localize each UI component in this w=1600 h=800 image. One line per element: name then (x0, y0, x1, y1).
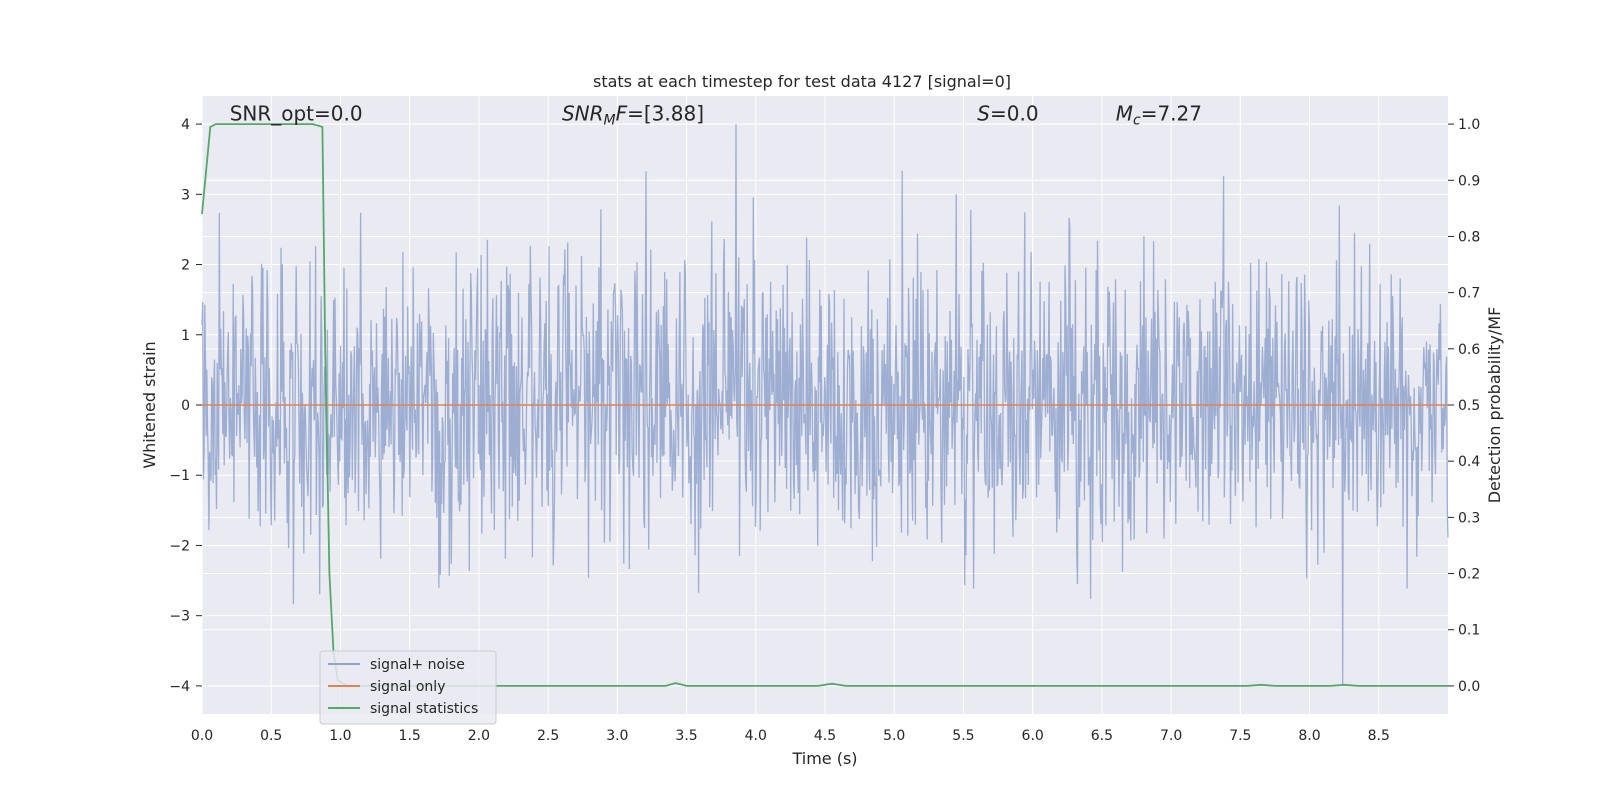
legend-label-signal-noise: signal+ noise (370, 657, 465, 673)
y-right-tick-label-2: 0.2 (1458, 567, 1480, 583)
y-left-tick-label-8: 4 (181, 117, 190, 133)
legend-box (319, 650, 497, 725)
y-left-tick-label-6: 2 (181, 258, 190, 274)
y-right-axis-label: Detection probability/MF (1485, 307, 1504, 504)
x-tick-label-8: 4.0 (745, 728, 767, 744)
x-axis-ticks: 0.0 0.5 1.0 1.5 2.0 2.5 3.0 3.5 4.0 4.5 5.0 5.5 6.0 6… (191, 728, 1390, 744)
signal-plus-noise-series (201, 124, 1449, 686)
x-tick-label-13: 6.5 (1091, 728, 1113, 744)
x-tick-label-3: 1.5 (399, 728, 421, 744)
y-right-tick-label-0: 0.0 (1458, 679, 1480, 695)
line-series-layer (201, 123, 1448, 687)
y-right-tick-label-6: 0.6 (1458, 342, 1480, 358)
snr-opt-annotation: SNR_opt=0.0 (230, 102, 363, 126)
y-left-tick-label-0: −4 (169, 679, 190, 695)
x-tick-label-15: 7.5 (1229, 728, 1251, 744)
x-tick-label-16: 8.0 (1298, 728, 1320, 744)
y-left-tick-label-4: 0 (181, 398, 190, 414)
x-tick-label-10: 5.0 (883, 728, 905, 744)
legend: signal+ noise signal only signal statist… (319, 650, 497, 725)
x-tick-label-7: 3.5 (675, 728, 697, 744)
x-tick-label-1: 0.5 (260, 728, 282, 744)
y-right-axis-ticks: 0.0 0.1 0.2 0.3 0.4 0.5 0.6 0.7 0.8 0.9 1.0 (1448, 117, 1480, 695)
x-tick-label-12: 6.0 (1022, 728, 1044, 744)
y-left-axis-label: Whitened strain (140, 341, 159, 468)
s-value-annotation: S=0.0 (977, 102, 1038, 126)
snr-mf-annotation: SNRMF=[3.88] (562, 102, 704, 129)
chart-title: stats at each timestep for test data 412… (593, 72, 1011, 91)
y-right-tick-label-4: 0.4 (1458, 454, 1480, 470)
y-left-tick-label-1: −3 (169, 609, 190, 625)
legend-label-signal-only: signal only (370, 679, 445, 695)
y-right-tick-label-10: 1.0 (1458, 117, 1480, 133)
y-right-tick-label-8: 0.8 (1458, 229, 1480, 245)
y-right-tick-label-7: 0.7 (1458, 286, 1480, 302)
signal-statistics-line (201, 123, 1448, 687)
signal-plus-noise-line (201, 124, 1449, 686)
legend-label-signal-statistics: signal statistics (370, 701, 478, 717)
y-left-tick-label-7: 3 (181, 187, 190, 203)
x-tick-label-17: 8.5 (1368, 728, 1390, 744)
x-tick-label-2: 1.0 (329, 728, 351, 744)
x-tick-label-4: 2.0 (468, 728, 490, 744)
x-tick-label-9: 4.5 (814, 728, 836, 744)
y-left-axis-ticks: −4 −3 −2 −1 0 1 2 3 4 (169, 117, 202, 695)
y-right-tick-label-5: 0.5 (1458, 398, 1480, 414)
x-axis-label: Time (s) (791, 749, 857, 768)
mc-value-annotation: Mc=7.27 (1116, 102, 1202, 129)
y-left-tick-label-5: 1 (181, 328, 190, 344)
x-tick-label-6: 3.0 (606, 728, 628, 744)
y-right-tick-label-9: 0.9 (1458, 173, 1480, 189)
y-left-tick-label-3: −1 (169, 468, 190, 484)
annotations: SNR_opt=0.0 SNRMF=[3.88] S=0.0 Mc=7.27 (230, 102, 1202, 129)
y-right-tick-label-1: 0.1 (1458, 623, 1480, 639)
y-right-tick-label-3: 0.3 (1458, 510, 1480, 526)
y-left-tick-label-2: −2 (169, 538, 190, 554)
x-tick-label-14: 7.0 (1160, 728, 1182, 744)
x-tick-label-0: 0.0 (191, 728, 213, 744)
x-tick-label-5: 2.5 (537, 728, 559, 744)
x-tick-label-11: 5.5 (952, 728, 974, 744)
